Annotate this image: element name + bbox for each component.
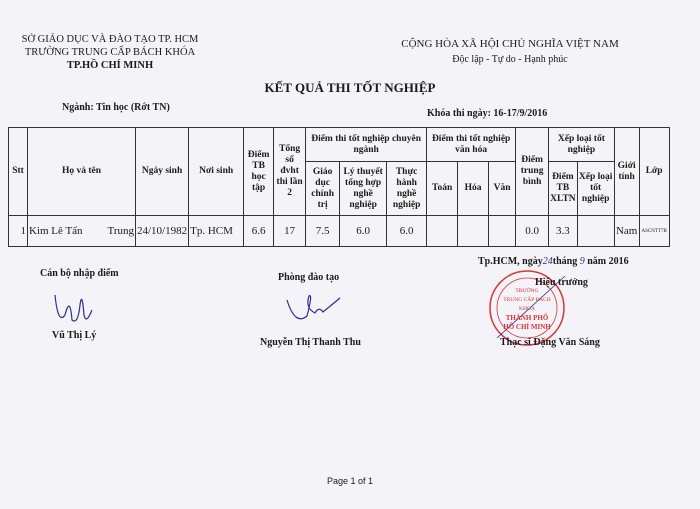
sign-date: Tp.HCM, ngày24tháng 9 năm 2016 (478, 256, 629, 267)
cell-pob: Tp. HCM (188, 215, 245, 247)
page-number: Page 1 of 1 (326, 476, 374, 486)
stamp-line: HỒ CHÍ MINH (503, 323, 551, 331)
cell-gpa: 6.6 (243, 215, 275, 247)
month-label: tháng (552, 256, 578, 267)
cell-xltn: 3.3 (548, 215, 578, 247)
col-avg: Điểm trung bình (515, 127, 550, 216)
col-name: Họ và tên (27, 127, 136, 216)
cell-math (426, 215, 459, 247)
col-gender: Giới tính (613, 127, 640, 216)
cell-name: Kim Lê Tấn Trung (27, 215, 136, 247)
cell-dob: 24/10/1982 (134, 215, 190, 247)
stamp-line: TRUNG CẤP BÁCH KHOA (503, 297, 551, 312)
col-politics: Giáo dục chính trị (305, 161, 341, 216)
entry-name: Vũ Thị Lý (52, 330, 97, 341)
stamp-text: TRƯỜNG TRUNG CẤP BÁCH KHOA THÀNH PHỐ HỒ … (497, 287, 557, 332)
col-culture-group: Điểm thi tốt nghiệp văn hóa (426, 127, 517, 162)
header-right: CỘNG HÒA XÃ HỘI CHỦ NGHĨA VIỆT NAM Độc l… (390, 37, 630, 67)
results-table: Stt Họ và tên Ngày sinh Nơi sinh Điểm TB… (8, 127, 670, 247)
col-theory: Lý thuyết tổng hợp nghề nghiệp (339, 161, 388, 216)
page-title: KẾT QUẢ THI TỐT NGHIỆP (264, 80, 436, 95)
principal-title: Hiệu trưởng (535, 277, 588, 288)
exam-date: Khóa thi ngày: 16-17/9/2016 (427, 108, 548, 119)
col-gpa: Điểm TB học tập (243, 127, 275, 216)
motto: Độc lập - Tự do - Hạnh phúc (452, 54, 568, 65)
school-stamp-icon (489, 270, 566, 346)
stamp-line: TRƯỜNG (515, 288, 539, 294)
col-rank-group: Xếp loại tốt nghiệp (548, 127, 615, 162)
entry-signature-icon (54, 294, 93, 322)
cell-stt: 1 (8, 215, 28, 247)
date-prefix: Tp.HCM, ngày (478, 256, 543, 267)
training-title: Phòng đào tạo (278, 272, 340, 283)
col-class: Lớp (638, 127, 670, 216)
col-pob: Nơi sinh (188, 127, 245, 216)
cell-practice: 6.0 (386, 215, 428, 247)
principal-name: Thạc sĩ Đặng Văn Sáng (500, 337, 600, 348)
republic-name: CỘNG HÒA XÃ HỘI CHỦ NGHĨA VIỆT NAM (401, 38, 619, 50)
cell-lit (488, 215, 517, 247)
last-name: Trung (107, 224, 135, 237)
col-chem: Hóa (457, 161, 490, 216)
dept-name: SỞ GIÁO DỤC VÀ ĐÀO TẠO TP. HCM (21, 34, 199, 45)
cell-rank (576, 215, 615, 247)
cell-class: ASCNTT7B (638, 215, 670, 247)
col-credits: Tổng số đvht thi lần 2 (273, 127, 307, 216)
table-row: 1 Kim Lê Tấn Trung 24/10/1982 Tp. HCM 6.6… (8, 215, 670, 247)
col-major-group: Điểm thi tốt nghiệp chuyên ngành (305, 127, 428, 162)
cell-politics: 7.5 (305, 215, 341, 247)
year-label: năm 2016 (587, 256, 629, 267)
cell-theory: 6.0 (339, 215, 388, 247)
col-math: Toán (426, 161, 459, 216)
stamp-line: THÀNH PHỐ (505, 314, 549, 322)
training-name: Nguyễn Thị Thanh Thu (260, 337, 361, 348)
col-stt: Stt (8, 127, 28, 216)
cell-credits: 17 (273, 215, 307, 247)
col-practice: Thực hành nghề nghiệp (386, 161, 428, 216)
major: Ngành: Tin học (Rớt TN) (62, 102, 170, 113)
entry-title: Cán bộ nhập điểm (40, 268, 119, 279)
col-xltn: Điểm TB XLTN (548, 161, 578, 216)
cell-chem (457, 215, 490, 247)
training-signature-icon (286, 295, 341, 320)
city-name: TP.HỒ CHÍ MINH (66, 60, 154, 71)
cell-avg: 0.0 (515, 215, 550, 247)
cell-gender: Nam (613, 215, 640, 247)
school-name: TRƯỜNG TRUNG CẤP BÁCH KHÓA (24, 47, 196, 58)
col-lit: Văn (488, 161, 517, 216)
date-month: 9 (579, 256, 585, 267)
col-dob: Ngày sinh (134, 127, 190, 216)
col-rank: Xếp loại tốt nghiệp (576, 161, 615, 216)
date-day: 24 (542, 256, 553, 267)
header-left: SỞ GIÁO DỤC VÀ ĐÀO TẠO TP. HCM TRƯỜNG TR… (20, 33, 200, 72)
first-name: Kim Lê Tấn (29, 224, 83, 237)
